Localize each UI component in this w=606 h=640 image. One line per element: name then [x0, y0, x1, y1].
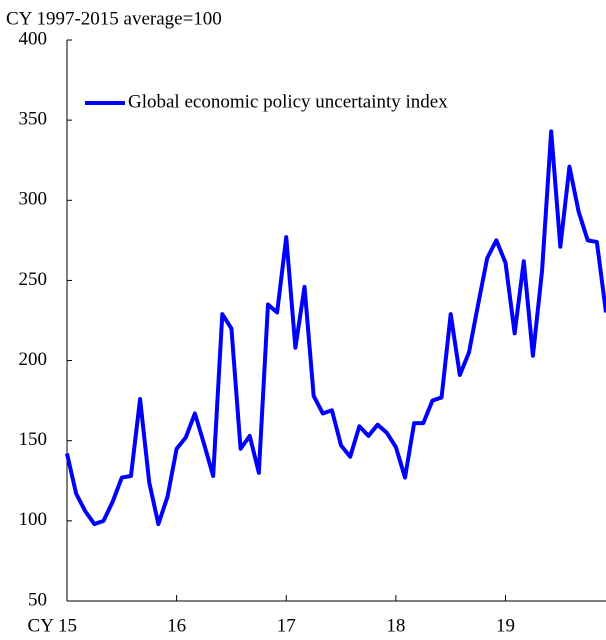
chart-title: CY 1997-2015 average=100 [6, 8, 222, 29]
y-tick-label: 350 [19, 109, 48, 130]
y-tick-label: 150 [19, 429, 48, 450]
y-tick-label: 200 [19, 349, 48, 370]
x-tick-label: 16 [167, 615, 186, 636]
y-tick-label: 100 [19, 509, 48, 530]
legend-label: Global economic policy uncertainty index [128, 91, 448, 112]
x-tick-label: 18 [386, 615, 405, 636]
y-tick-label: 300 [19, 189, 48, 210]
y-tick-label: 400 [19, 28, 48, 49]
x-tick-label: 19 [496, 615, 515, 636]
x-tick-label: 17 [277, 615, 296, 636]
y-tick-label: 50 [28, 589, 47, 610]
data-line [65, 129, 606, 527]
y-tick-label: 250 [19, 269, 48, 290]
x-tick-label: CY 15 [28, 615, 77, 636]
